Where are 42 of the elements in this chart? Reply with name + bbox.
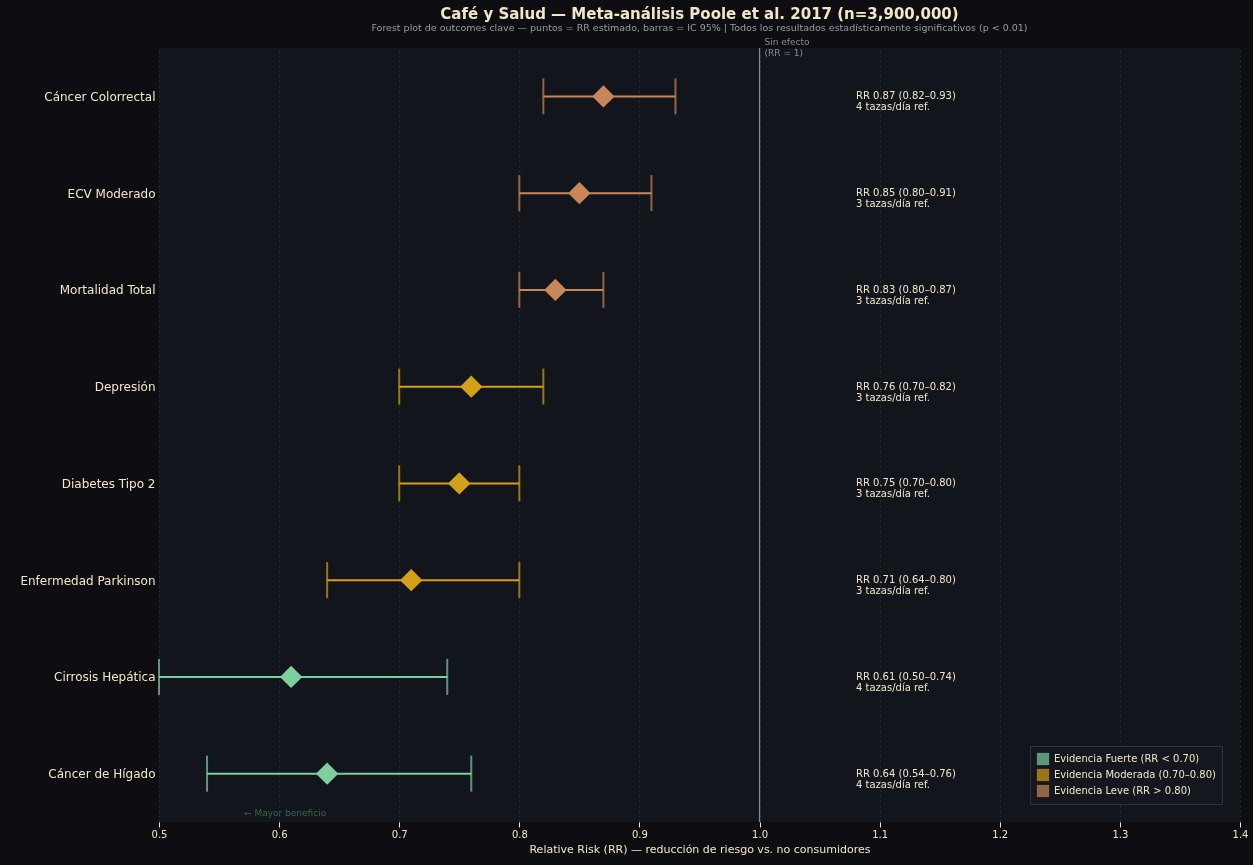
point [400,568,423,592]
annotation: ← Mayor beneficio [244,808,327,818]
annotation: RR 0.76 (0.70–0.82) 3 tazas/día ref. [856,380,956,403]
annotation: RR 0.85 (0.80–0.91) 3 tazas/día ref. [856,187,956,210]
point [279,665,303,689]
x-tick-label: 0.6 [271,828,288,840]
x-tick-label: 1.4 [1232,828,1249,840]
x-tick-label: 0.8 [511,828,528,840]
legend-label: Evidencia Leve (RR > 0.80) [1054,785,1192,796]
y-tick-label: Cáncer de Hígado [48,767,156,782]
x-tick-label: 0.5 [151,828,168,840]
y-tick-label: Depresión [94,380,156,395]
chart-subtitle: Forest plot de outcomes clave — puntos = RR estimado, barras = IC 95% | Todos los resultados estadísticamente significativos (p < 0.01) [371,21,1028,33]
point [544,278,567,302]
annotation: RR 0.75 (0.70–0.80) 3 tazas/día ref. [856,477,956,500]
x-tick-label: 1.0 [752,828,769,840]
y-tick-label: Cáncer Colorrectal [44,89,156,104]
point [315,762,339,785]
point [448,472,471,495]
x-tick-label: 1.3 [1112,828,1129,840]
y-tick-label: Diabetes Tipo 2 [61,476,156,491]
annotation: RR 0.83 (0.80–0.87) 3 tazas/día ref. [856,283,956,306]
legend-label: Evidencia Fuerte (RR < 0.70) [1054,753,1200,764]
point [568,181,591,205]
y-tick-label: Mortalidad Total [59,283,156,298]
x-axis-title: Relative Risk (RR) — reducción de riesgo vs. no consumidores [529,842,871,856]
x-tick-label: 1.1 [872,828,889,840]
ref-line-label: Sin efecto (RR = 1) [764,37,811,58]
annotation: RR 0.87 (0.82–0.93) 4 tazas/día ref. [856,90,956,113]
y-tick-label: ECV Moderado [67,186,156,201]
x-tick-label: 0.9 [631,828,648,840]
annotation: RR 0.61 (0.50–0.74) 4 tazas/día ref. [856,670,956,693]
annotation: RR 0.71 (0.64–0.80) 3 tazas/día ref. [856,574,956,597]
x-tick-label: 1.2 [992,828,1009,840]
chart-title: Café y Salud — Meta-análisis Poole et al. 2017 (n=3,900,000) [440,4,959,23]
annotation: RR 0.64 (0.54–0.76) 4 tazas/día ref. [856,767,956,790]
point [460,375,483,398]
legend-label: Evidencia Moderada (0.70–0.80) [1054,769,1217,780]
y-tick-label: Enfermedad Parkinson [20,573,156,588]
point [592,85,615,108]
y-tick-label: Cirrosis Hepática [54,670,156,685]
x-tick-label: 0.7 [391,828,408,840]
